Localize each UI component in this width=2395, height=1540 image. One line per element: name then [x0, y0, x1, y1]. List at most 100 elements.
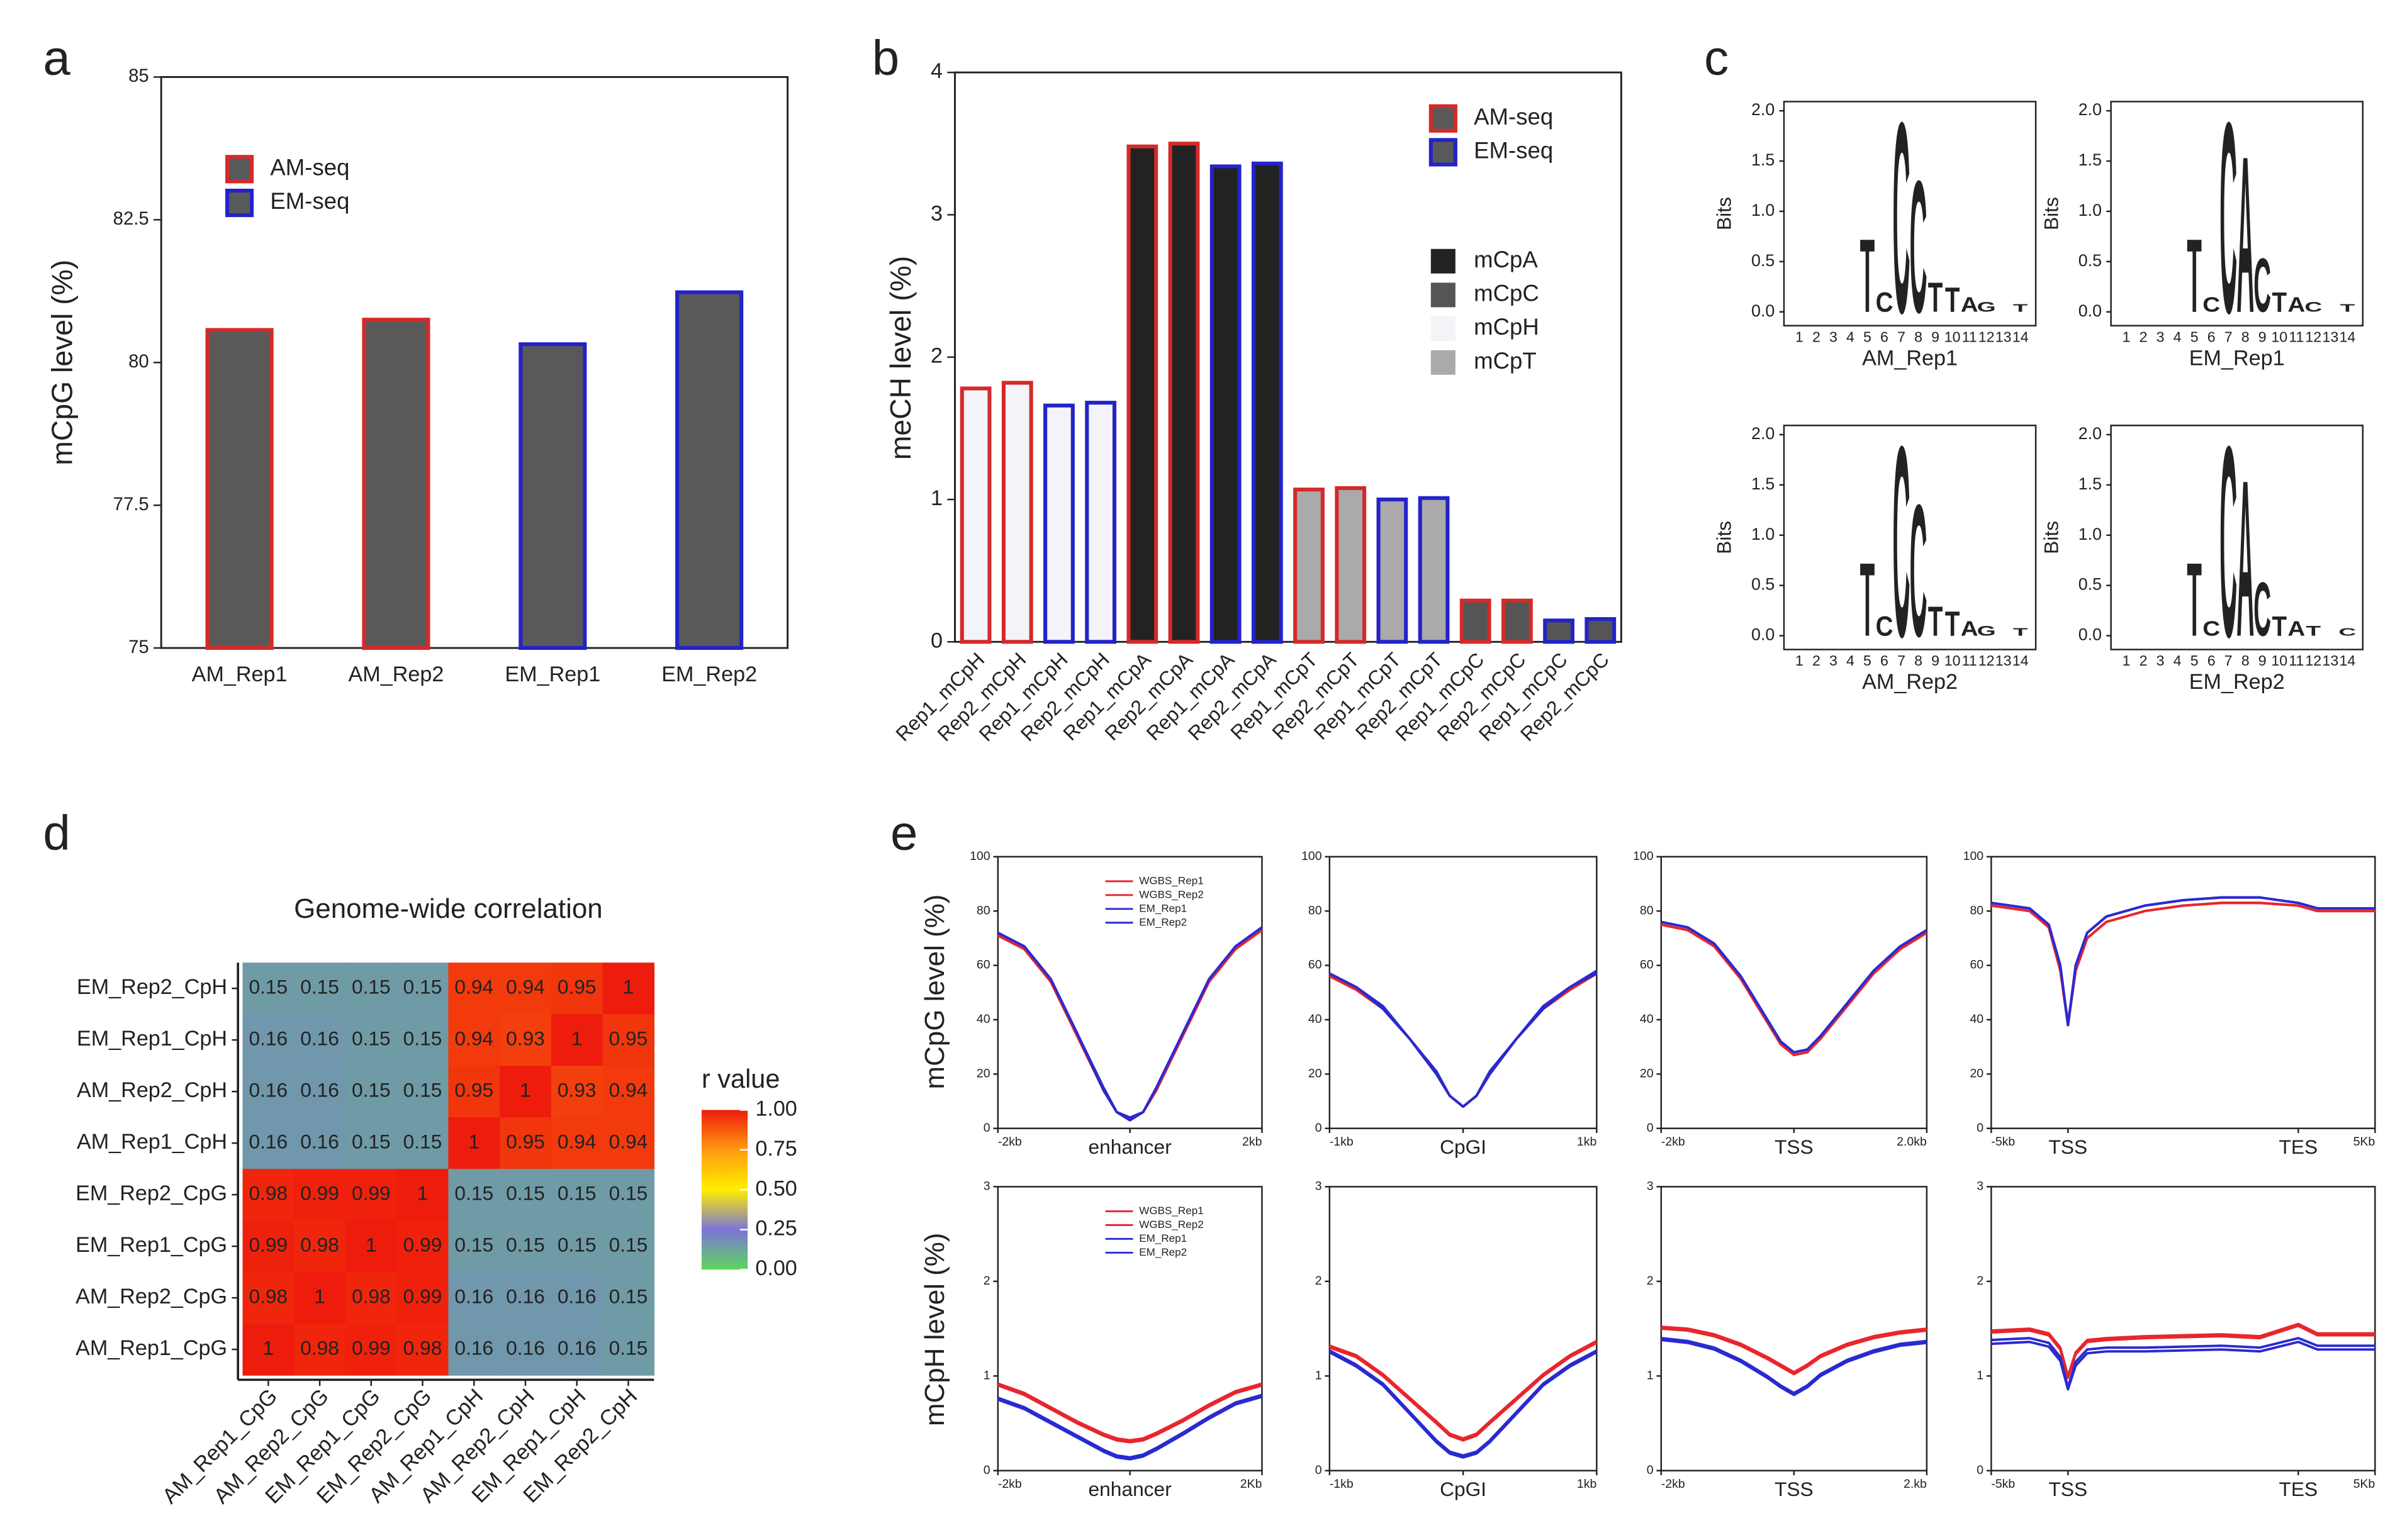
- heatmap-cell: [602, 1014, 655, 1066]
- y-tick-label: 2: [984, 1274, 990, 1288]
- data-line: [1328, 972, 1598, 1108]
- heatmap-cell: [500, 1014, 552, 1066]
- cell-label: 0.99: [403, 1233, 442, 1256]
- y-tick-label: 0.0: [1751, 301, 1775, 320]
- x-tick-label: 5: [1863, 652, 1871, 669]
- data-line: [1328, 972, 1598, 1108]
- x-tick-label: TES: [2279, 1135, 2318, 1158]
- x-tick-label: 11: [2289, 652, 2304, 669]
- logo-letter: A: [1961, 617, 1978, 640]
- heatmap-cell: [345, 962, 398, 1015]
- heatmap-cell: [242, 1014, 294, 1066]
- heatmap-cell: [294, 1272, 346, 1324]
- cell-label: 0.15: [300, 976, 339, 998]
- legend-label: mCpH: [1474, 314, 1539, 340]
- x-tick-label: 7: [1897, 652, 1905, 669]
- cell-label: 0.16: [249, 1130, 288, 1152]
- heatmap-cell: [551, 1117, 603, 1169]
- heatmap-cell: [602, 962, 655, 1015]
- y-tick-label: AM_Rep2_CpG: [76, 1285, 227, 1308]
- heatmap-cell: [500, 1117, 552, 1169]
- x-axis-label: EM_Rep2: [2189, 670, 2285, 694]
- y-tick-label: 1.5: [2078, 150, 2102, 169]
- y-axis-label: Bits: [2039, 197, 2062, 230]
- y-tick-label: 20: [1970, 1066, 1983, 1080]
- heatmap-cell: [242, 962, 294, 1015]
- x-tick-label: 2: [1812, 328, 1820, 345]
- y-tick-label: 2.0: [2078, 100, 2102, 119]
- colorbar-tick-label: 0.75: [755, 1137, 797, 1161]
- plot-frame: [1783, 425, 2037, 650]
- legend-label: EM_Rep2: [1139, 1246, 1187, 1258]
- heatmap-cell: [345, 1117, 398, 1169]
- cell-label: 0.15: [454, 1181, 493, 1204]
- data-line: [997, 1395, 1263, 1461]
- panel-label: c: [1704, 30, 1729, 86]
- legend-label: WGBS_Rep1: [1139, 874, 1203, 886]
- logo-letter: T: [2306, 623, 2321, 639]
- cell-label: 0.15: [609, 1233, 648, 1256]
- y-axis-label: Bits: [1713, 197, 1736, 230]
- y-tick-label: 0: [1977, 1463, 1983, 1477]
- x-tick-label: -2kb: [998, 1135, 1022, 1149]
- x-tick-label: 11: [2289, 328, 2304, 345]
- bar: [1293, 488, 1325, 644]
- x-tick-label: -2kb: [1661, 1135, 1685, 1149]
- cell-label: 0.15: [609, 1285, 648, 1307]
- x-tick-label: -1kb: [1330, 1135, 1354, 1149]
- bar: [205, 328, 274, 650]
- y-tick-label: 0: [1647, 1463, 1654, 1477]
- bar: [960, 386, 992, 644]
- data-line: [997, 926, 1263, 1122]
- cell-label: 0.98: [403, 1336, 442, 1359]
- cell-label: 0.16: [249, 1027, 288, 1050]
- bar: [1585, 617, 1617, 644]
- x-tick-label: 9: [1931, 652, 1939, 669]
- cell-label: 0.94: [506, 976, 545, 998]
- heatmap-cell: [242, 1117, 294, 1169]
- y-tick-label: 20: [977, 1066, 990, 1080]
- x-tick-label: 12: [2305, 652, 2321, 669]
- x-tick-label: 2kb: [1242, 1135, 1262, 1149]
- heatmap-cell: [294, 1014, 346, 1066]
- x-tick-label: 5Kb: [2353, 1135, 2375, 1149]
- panel-label: e: [890, 805, 917, 861]
- y-tick-label: 40: [1308, 1012, 1322, 1026]
- cell-label: 0.99: [249, 1233, 288, 1256]
- y-tick-label: 3: [984, 1180, 990, 1193]
- data-line: [997, 926, 1263, 1119]
- x-tick-label: 11: [1962, 652, 1977, 669]
- y-tick-label: 80: [1640, 903, 1654, 917]
- x-tick-label: 4: [2173, 652, 2182, 669]
- legend-swatch: [1430, 282, 1456, 308]
- y-tick-label: 2: [1647, 1274, 1654, 1288]
- logo-letter: C: [2202, 293, 2220, 316]
- heatmap-cell: [448, 1220, 500, 1273]
- y-tick-label: 0: [1647, 1121, 1654, 1135]
- heatmap-cell: [500, 1066, 552, 1118]
- bar: [1251, 161, 1283, 644]
- x-tick-label: -1kb: [1330, 1477, 1354, 1491]
- cell-label: 0.15: [352, 1130, 391, 1152]
- x-tick-label: 13: [1995, 328, 2012, 345]
- heatmap-cell: [345, 1014, 398, 1066]
- cell-label: 0.15: [403, 1079, 442, 1102]
- legend-label: mCpA: [1474, 247, 1538, 272]
- plot-frame: [997, 1186, 1263, 1471]
- bar: [1376, 497, 1408, 644]
- x-tick-label: 2.0kb: [1897, 1135, 1927, 1149]
- heatmap-cell: [242, 1272, 294, 1324]
- y-tick-label: 2: [1315, 1274, 1322, 1288]
- data-line: [997, 1393, 1263, 1459]
- data-line: [1328, 969, 1598, 1108]
- data-line: [1328, 1351, 1598, 1459]
- x-tick-label: 4: [2173, 328, 2182, 345]
- x-tick-label: -2kb: [1661, 1477, 1685, 1491]
- cell-label: 1: [314, 1285, 325, 1307]
- y-tick-label: 0.0: [2078, 301, 2102, 320]
- data-line: [1991, 901, 2375, 1027]
- heatmap-cell: [448, 1117, 500, 1169]
- bar: [1085, 401, 1117, 644]
- cell-label: 0.16: [558, 1336, 597, 1359]
- x-tick-label: 14: [2339, 328, 2355, 345]
